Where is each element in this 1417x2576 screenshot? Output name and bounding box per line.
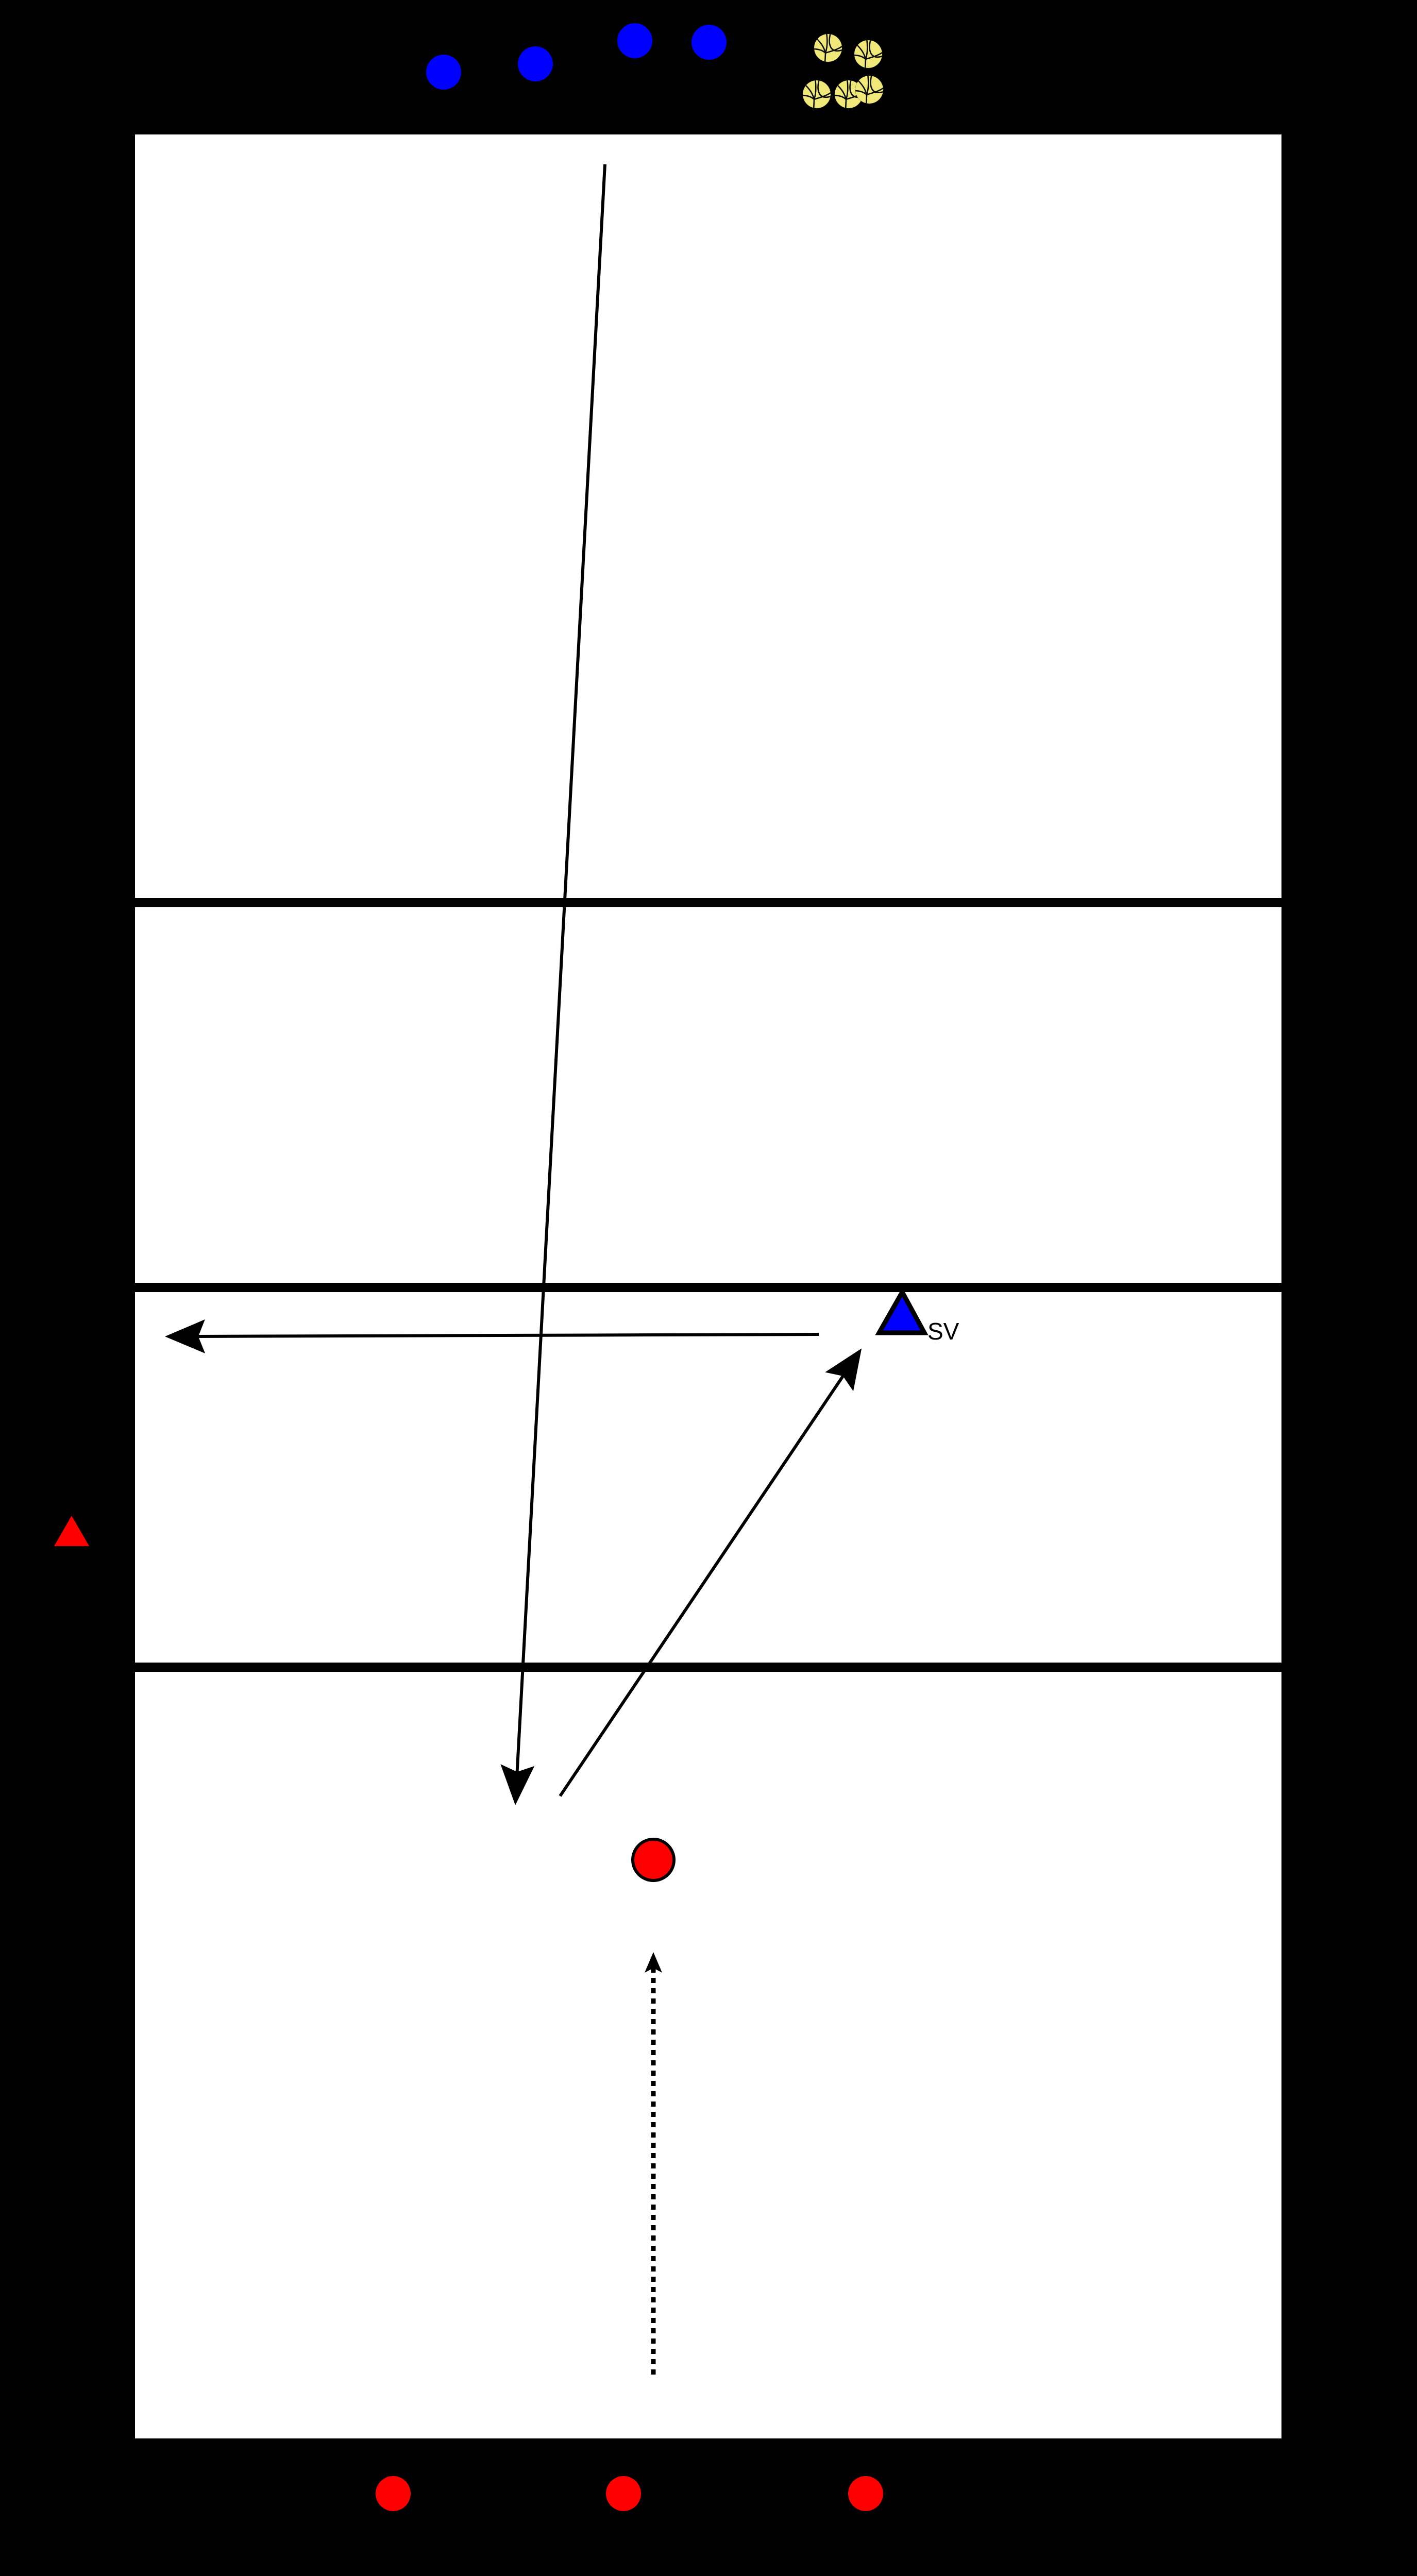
svg-text:SV: SV	[927, 1318, 959, 1345]
